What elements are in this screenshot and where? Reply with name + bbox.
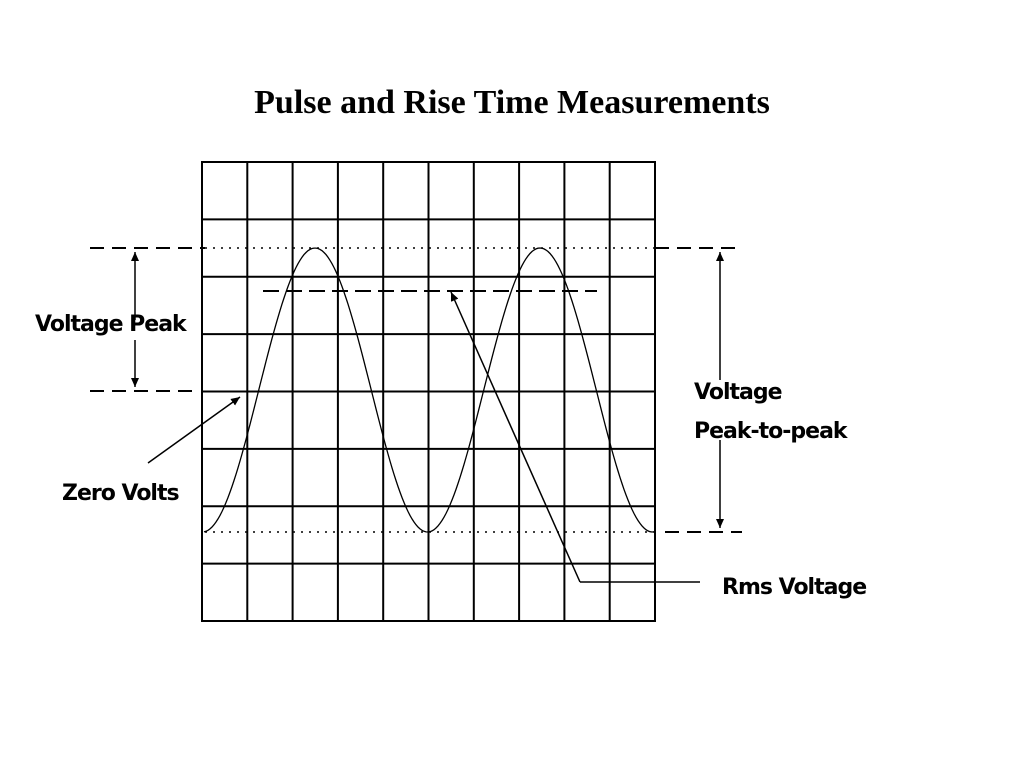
oscilloscope-grid — [201, 161, 656, 622]
peak-to-peak-label: Voltage — [694, 380, 782, 405]
title: Pulse and Rise Time Measurements — [254, 84, 770, 121]
voltage-peak-label: Voltage Peak — [35, 312, 188, 337]
reference-lines — [90, 247, 742, 533]
zero-volts-label: Zero Volts — [62, 481, 179, 506]
arrows — [131, 252, 724, 583]
peak-to-peak-label: Peak-to-peak — [694, 419, 849, 444]
rms-voltage-label: Rms Voltage — [722, 575, 866, 600]
